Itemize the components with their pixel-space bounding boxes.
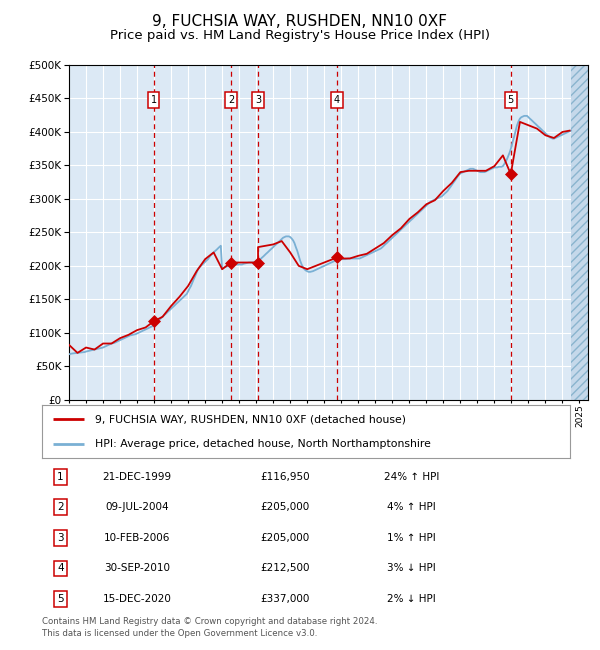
Bar bbox=[571, 65, 588, 400]
Text: 4: 4 bbox=[334, 95, 340, 105]
Text: 2% ↓ HPI: 2% ↓ HPI bbox=[387, 594, 436, 604]
Text: 1: 1 bbox=[57, 472, 64, 482]
Text: £337,000: £337,000 bbox=[260, 594, 310, 604]
Text: 1: 1 bbox=[151, 95, 157, 105]
Text: 4% ↑ HPI: 4% ↑ HPI bbox=[387, 502, 436, 512]
Text: 3: 3 bbox=[57, 533, 64, 543]
Text: 21-DEC-1999: 21-DEC-1999 bbox=[103, 472, 172, 482]
Text: £205,000: £205,000 bbox=[260, 502, 310, 512]
Text: 1% ↑ HPI: 1% ↑ HPI bbox=[387, 533, 436, 543]
Text: 3: 3 bbox=[255, 95, 261, 105]
Text: £212,500: £212,500 bbox=[260, 564, 310, 573]
Text: 2: 2 bbox=[228, 95, 234, 105]
Text: 15-DEC-2020: 15-DEC-2020 bbox=[103, 594, 172, 604]
Text: Price paid vs. HM Land Registry's House Price Index (HPI): Price paid vs. HM Land Registry's House … bbox=[110, 29, 490, 42]
Text: 5: 5 bbox=[57, 594, 64, 604]
Text: 9, FUCHSIA WAY, RUSHDEN, NN10 0XF: 9, FUCHSIA WAY, RUSHDEN, NN10 0XF bbox=[152, 14, 448, 29]
Text: 4: 4 bbox=[57, 564, 64, 573]
Text: 10-FEB-2006: 10-FEB-2006 bbox=[104, 533, 170, 543]
Text: 09-JUL-2004: 09-JUL-2004 bbox=[105, 502, 169, 512]
Text: 30-SEP-2010: 30-SEP-2010 bbox=[104, 564, 170, 573]
Text: 2: 2 bbox=[57, 502, 64, 512]
Text: HPI: Average price, detached house, North Northamptonshire: HPI: Average price, detached house, Nort… bbox=[95, 439, 431, 449]
Text: 3% ↓ HPI: 3% ↓ HPI bbox=[387, 564, 436, 573]
Text: 5: 5 bbox=[508, 95, 514, 105]
Text: 9, FUCHSIA WAY, RUSHDEN, NN10 0XF (detached house): 9, FUCHSIA WAY, RUSHDEN, NN10 0XF (detac… bbox=[95, 414, 406, 424]
Text: £205,000: £205,000 bbox=[260, 533, 310, 543]
Text: £116,950: £116,950 bbox=[260, 472, 310, 482]
Text: Contains HM Land Registry data © Crown copyright and database right 2024.
This d: Contains HM Land Registry data © Crown c… bbox=[42, 618, 377, 638]
Text: 24% ↑ HPI: 24% ↑ HPI bbox=[384, 472, 439, 482]
